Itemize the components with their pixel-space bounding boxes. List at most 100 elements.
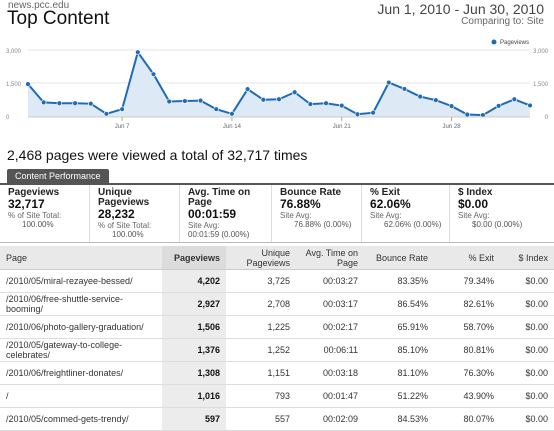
data-point[interactable] <box>370 109 376 116</box>
data-point[interactable] <box>307 101 314 107</box>
cell-avg-time: 00:06:11 <box>296 338 364 362</box>
x-tick-label: Jun 28 <box>443 124 462 130</box>
data-point[interactable] <box>244 86 251 92</box>
data-point[interactable] <box>276 96 282 102</box>
table-row: /2010/06/photo-gallery-graduation/ 1,506… <box>0 315 554 339</box>
data-point[interactable] <box>417 93 423 100</box>
data-point[interactable] <box>40 99 47 106</box>
column-header-bounce-rate[interactable]: Bounce Rate <box>364 246 434 270</box>
page-link[interactable]: /2010/05/gateway-to-college-celebrates/ <box>0 338 162 362</box>
data-point[interactable] <box>150 71 157 77</box>
cell-dollar-index: $0.00 <box>500 292 554 316</box>
cell-exit: 43.90% <box>434 384 500 408</box>
metric-sub-value: 00:01:59 (0.00%) <box>188 230 250 239</box>
data-point[interactable] <box>448 103 455 109</box>
pageview-summary: 2,468 pages were viewed a total of 32,71… <box>7 147 308 163</box>
column-header-unique-pageviews[interactable]: Unique Pageviews <box>226 246 296 270</box>
cell-unique-pageviews: 1,225 <box>226 315 296 339</box>
tab-content-performance[interactable]: Content Performance <box>7 169 109 183</box>
column-header-pageviews[interactable]: Pageviews <box>162 246 226 270</box>
data-point[interactable] <box>103 111 110 117</box>
data-point[interactable] <box>213 106 219 112</box>
cell-exit: 79.34% <box>434 269 500 293</box>
metric-sub: % of Site Total: <box>98 221 152 230</box>
page-link[interactable]: /2010/06/free-shuttle-service-booming/ <box>0 292 162 316</box>
cell-pageviews: 4,202 <box>162 269 226 293</box>
metric-sub-value: 62.06% (0.00%) <box>384 220 442 229</box>
metric-exit: % Exit 62.06% Site Avg: 62.06% (0.00%) <box>362 185 450 242</box>
data-point[interactable] <box>386 79 392 86</box>
cell-exit: 58.70% <box>434 315 500 339</box>
cell-avg-time: 00:03:17 <box>296 292 364 316</box>
data-point[interactable] <box>197 97 204 104</box>
cell-dollar-index: $0.00 <box>500 384 554 408</box>
data-point[interactable] <box>401 86 408 92</box>
cell-bounce-rate: 85.10% <box>364 338 434 362</box>
data-point[interactable] <box>339 102 345 109</box>
cell-avg-time: 00:02:17 <box>296 315 364 339</box>
table-row: /2010/05/miral-rezayee-bessed/ 4,202 3,7… <box>0 269 554 293</box>
cell-avg-time: 00:03:18 <box>296 361 364 385</box>
x-tick-label: Jun 7 <box>115 124 130 130</box>
cell-unique-pageviews: 557 <box>226 407 296 431</box>
page-link[interactable]: / <box>0 384 162 408</box>
data-point[interactable] <box>511 96 518 102</box>
data-point[interactable] <box>354 111 361 117</box>
cell-unique-pageviews: 2,708 <box>226 292 296 316</box>
data-point[interactable] <box>291 89 298 95</box>
data-point[interactable] <box>25 81 31 87</box>
date-range[interactable]: Jun 1, 2010 - Jun 30, 2010 <box>377 1 544 17</box>
data-point[interactable] <box>72 100 78 106</box>
data-point[interactable] <box>433 97 439 103</box>
data-point[interactable] <box>166 98 172 105</box>
y-tick-label-right: 1,500 <box>533 82 549 88</box>
cell-dollar-index: $0.00 <box>500 361 554 385</box>
cell-unique-pageviews: 3,725 <box>226 269 296 293</box>
data-point[interactable] <box>56 100 63 106</box>
page-link[interactable]: /2010/05/miral-rezayee-bessed/ <box>0 269 162 293</box>
site-name[interactable]: news.pcc.edu <box>8 0 70 11</box>
x-tick-label: Jun 14 <box>223 124 242 130</box>
cell-unique-pageviews: 1,151 <box>226 361 296 385</box>
column-header-avg-time[interactable]: Avg. Time on Page <box>296 246 364 270</box>
data-point[interactable] <box>119 106 125 112</box>
metric-value: $0.00 <box>458 197 489 211</box>
page-link[interactable]: /2010/06/freightliner-donates/ <box>0 361 162 385</box>
data-point[interactable] <box>495 103 502 109</box>
cell-avg-time: 00:01:47 <box>296 384 364 408</box>
metric-sub-value: 76.88% (0.00%) <box>294 220 352 229</box>
legend-swatch <box>491 39 497 45</box>
cell-pageviews: 1,308 <box>162 361 226 385</box>
column-header-page[interactable]: Page <box>0 246 162 270</box>
cell-unique-pageviews: 793 <box>226 384 296 408</box>
page-link[interactable]: /2010/05/commed-gets-trendy/ <box>0 407 162 431</box>
data-point[interactable] <box>480 112 486 118</box>
data-point[interactable] <box>527 102 533 109</box>
cell-bounce-rate: 65.91% <box>364 315 434 339</box>
cell-avg-time: 00:03:27 <box>296 269 364 293</box>
cell-exit: 76.30% <box>434 361 500 385</box>
data-point[interactable] <box>182 98 188 104</box>
data-point[interactable] <box>323 100 329 106</box>
table-row: /2010/05/gateway-to-college-celebrates/ … <box>0 338 554 362</box>
metric-sub: Site Avg: <box>280 211 312 220</box>
data-point[interactable] <box>135 49 141 55</box>
y-tick-label: 0 <box>6 115 10 121</box>
column-header-exit[interactable]: % Exit <box>434 246 500 270</box>
metric-avg-time: Avg. Time on Page 00:01:59 Site Avg: 00:… <box>180 185 272 242</box>
metric-sub-value: 100.00% <box>22 220 54 229</box>
pageviews-line-chart[interactable]: 3,000 3,000 1,500 1,500 0 0 Jun 7 Jun 14 Jun 21 J… <box>0 32 554 140</box>
cell-dollar-index: $0.00 <box>500 315 554 339</box>
data-point[interactable] <box>88 100 94 107</box>
page-link[interactable]: /2010/06/photo-gallery-graduation/ <box>0 315 162 339</box>
metric-sub: Site Avg: <box>188 221 220 230</box>
content-table: Page Pageviews Unique Pageviews Avg. Tim… <box>0 246 554 431</box>
data-point[interactable] <box>464 111 470 118</box>
data-point[interactable] <box>260 97 267 103</box>
series-area <box>28 52 530 116</box>
metric-value: 28,232 <box>98 207 135 221</box>
data-point[interactable] <box>229 111 235 117</box>
table-row: /2010/06/freightliner-donates/ 1,308 1,1… <box>0 361 554 385</box>
cell-pageviews: 1,016 <box>162 384 226 408</box>
column-header-dollar-index[interactable]: $ Index <box>500 246 554 270</box>
